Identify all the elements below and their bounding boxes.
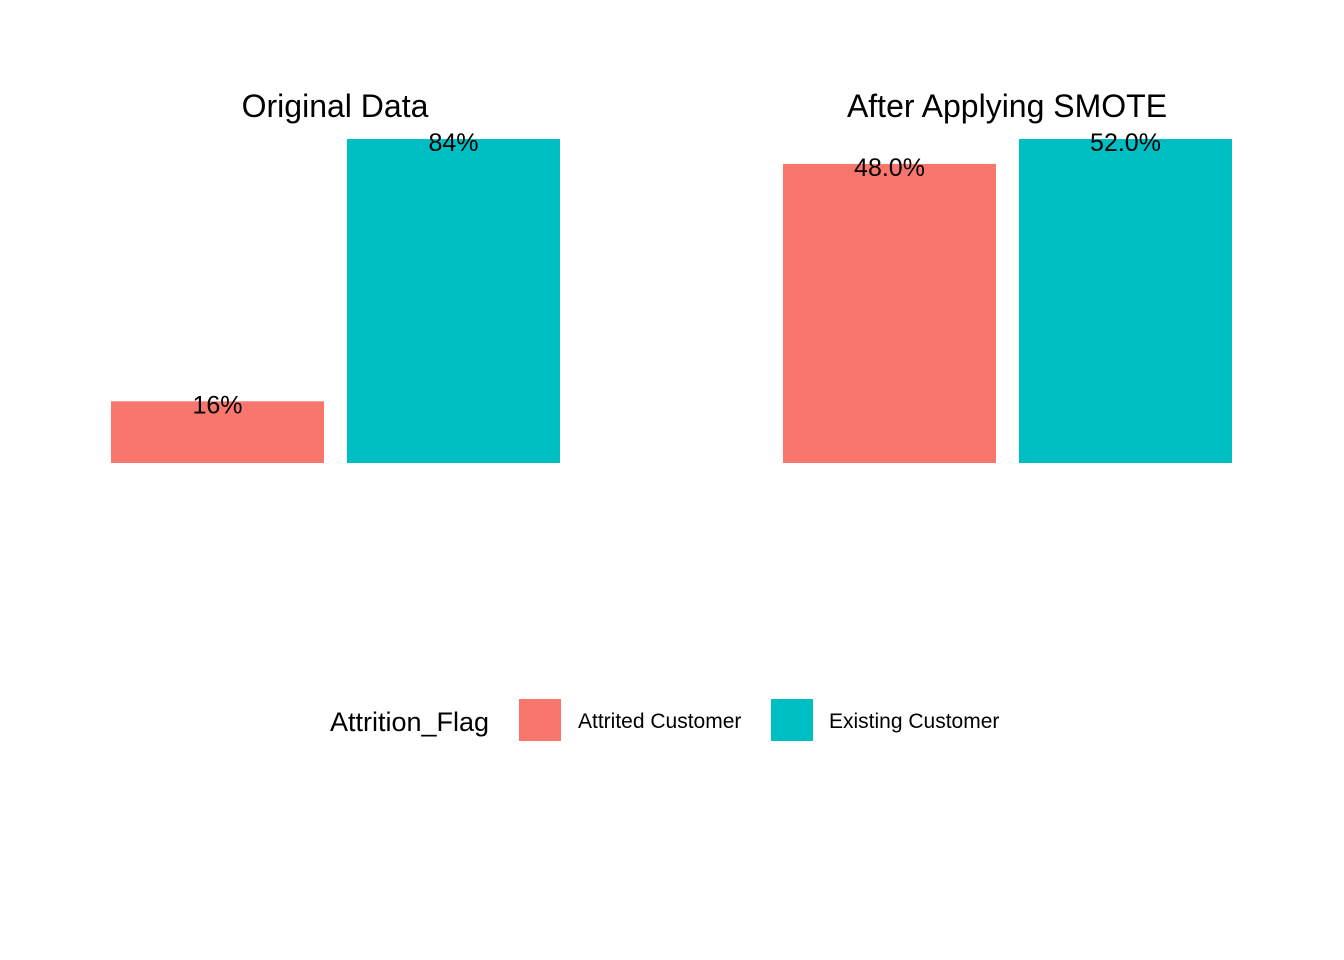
bar-existing-customer [1019,139,1232,463]
legend-key-attrited-customer [519,699,561,741]
panel-title: Original Data [242,88,429,124]
legend-label: Attrited Customer [578,710,741,733]
panel-2: After Applying SMOTE 48.0% 52.0% [783,88,1232,463]
panel-title: After Applying SMOTE [847,88,1167,124]
bar-data-label: 48.0% [854,154,925,182]
bar-attrited-customer [111,401,324,463]
legend: Attrition_Flag Attrited Customer Existing… [330,699,999,741]
bar-data-label: 16% [192,391,242,419]
panels-layer: Original Data 16% 84% After Applying SMOTE 4… [111,88,1232,463]
legend-label: Existing Customer [829,710,999,733]
legend-key-existing-customer [771,699,813,741]
panel-1: Original Data 16% 84% [111,88,560,463]
legend-title: Attrition_Flag [330,707,489,737]
bar-data-label: 52.0% [1090,129,1161,157]
bar-attrited-customer [783,163,996,463]
bar-existing-customer [347,139,560,463]
bar-data-label: 84% [428,129,478,157]
legend-entries: Attrited Customer Existing Customer [519,699,999,741]
